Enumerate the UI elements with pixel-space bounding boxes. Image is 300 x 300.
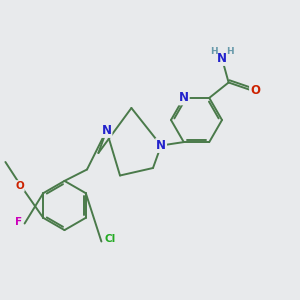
- Text: N: N: [101, 124, 112, 137]
- Text: Cl: Cl: [105, 234, 116, 244]
- Text: F: F: [15, 217, 22, 227]
- Text: O: O: [15, 181, 24, 191]
- Text: N: N: [179, 92, 189, 104]
- Text: H: H: [210, 47, 218, 56]
- Text: O: O: [250, 83, 260, 97]
- Text: H: H: [226, 47, 234, 56]
- Text: N: N: [156, 139, 166, 152]
- Text: N: N: [217, 52, 227, 65]
